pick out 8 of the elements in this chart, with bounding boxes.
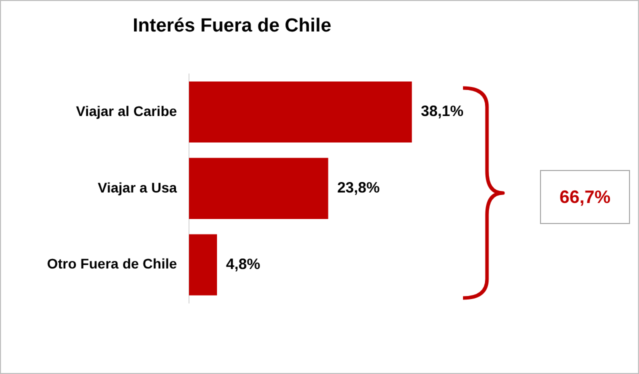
chart-title: Interés Fuera de Chile xyxy=(132,16,332,37)
y-tick-label: Viajar a Usa xyxy=(98,179,178,196)
y-tick-label: Viajar al Caribe xyxy=(76,102,178,119)
data-label: 4,8% xyxy=(226,256,260,273)
data-label: 23,8% xyxy=(337,180,380,197)
text: 66,7% xyxy=(540,170,630,224)
data-label: 38,1% xyxy=(420,103,464,120)
y-tick-label: Otro Fuera de Chile xyxy=(46,256,178,272)
